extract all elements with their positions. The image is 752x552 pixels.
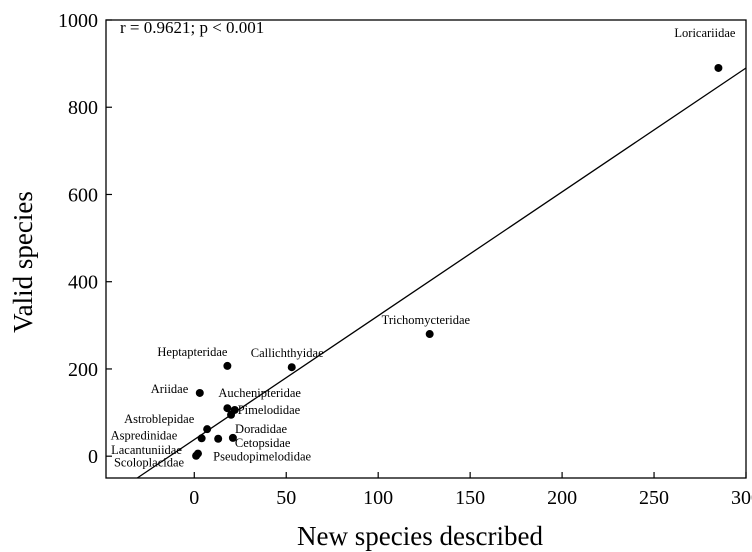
plot-area bbox=[105, 19, 747, 479]
x-tick-label: 250 bbox=[639, 487, 669, 509]
point-labels: Loricariidae Trichomycteridae Heptapterida… bbox=[111, 26, 736, 470]
point-label: Auchenipteridae bbox=[218, 386, 301, 400]
point-label: Cetopsidae bbox=[235, 436, 291, 450]
point-label: Callichthyidae bbox=[251, 346, 324, 360]
data-point bbox=[714, 63, 723, 72]
data-point bbox=[197, 434, 206, 443]
x-tick-label: 0 bbox=[189, 487, 199, 509]
data-point bbox=[227, 410, 236, 419]
data-point bbox=[203, 425, 212, 434]
y-axis-title: Valid species bbox=[8, 191, 38, 333]
point-label: Pseudopimelodidae bbox=[213, 450, 311, 464]
plot-frame bbox=[105, 19, 747, 479]
point-label: Aspredinidae bbox=[111, 428, 178, 442]
data-point bbox=[425, 330, 434, 339]
y-tick-label: 1000 bbox=[58, 10, 98, 32]
data-point bbox=[223, 404, 232, 413]
x-tick-label: 300 bbox=[731, 487, 752, 509]
point-label: Lacantuniidae bbox=[111, 443, 182, 457]
y-tick-label: 400 bbox=[68, 272, 98, 294]
x-tick-label: 100 bbox=[363, 487, 393, 509]
data-point bbox=[195, 388, 204, 397]
point-label: Loricariidae bbox=[674, 26, 736, 40]
x-tick-label: 200 bbox=[547, 487, 577, 509]
y-tick-label: 0 bbox=[88, 446, 98, 468]
point-label: Trichomycteridae bbox=[382, 313, 471, 327]
data-point bbox=[214, 434, 223, 443]
data-point bbox=[287, 363, 296, 372]
point-label: Scoloplacidae bbox=[114, 456, 185, 470]
point-label: Pimelodidae bbox=[238, 403, 301, 417]
y-axis: 0 200 400 600 800 1000 bbox=[58, 10, 112, 468]
data-point bbox=[193, 449, 202, 458]
point-label: Ariidae bbox=[151, 382, 189, 396]
data-point bbox=[223, 361, 232, 370]
point-label: Astroblepidae bbox=[124, 412, 195, 426]
data-points bbox=[192, 63, 723, 460]
x-axis: 0 50 100 150 200 250 300 bbox=[189, 472, 752, 509]
data-point bbox=[228, 433, 237, 442]
point-label: Heptapteridae bbox=[157, 345, 228, 359]
y-tick-label: 800 bbox=[68, 97, 98, 119]
y-tick-label: 600 bbox=[68, 184, 98, 206]
x-tick-label: 50 bbox=[276, 487, 296, 509]
x-tick-label: 150 bbox=[455, 487, 485, 509]
x-axis-title: New species described bbox=[297, 521, 543, 551]
y-tick-label: 200 bbox=[68, 359, 98, 381]
point-label: Doradidae bbox=[235, 422, 288, 436]
correlation-annotation: r = 0.9621; p < 0.001 bbox=[120, 18, 264, 37]
